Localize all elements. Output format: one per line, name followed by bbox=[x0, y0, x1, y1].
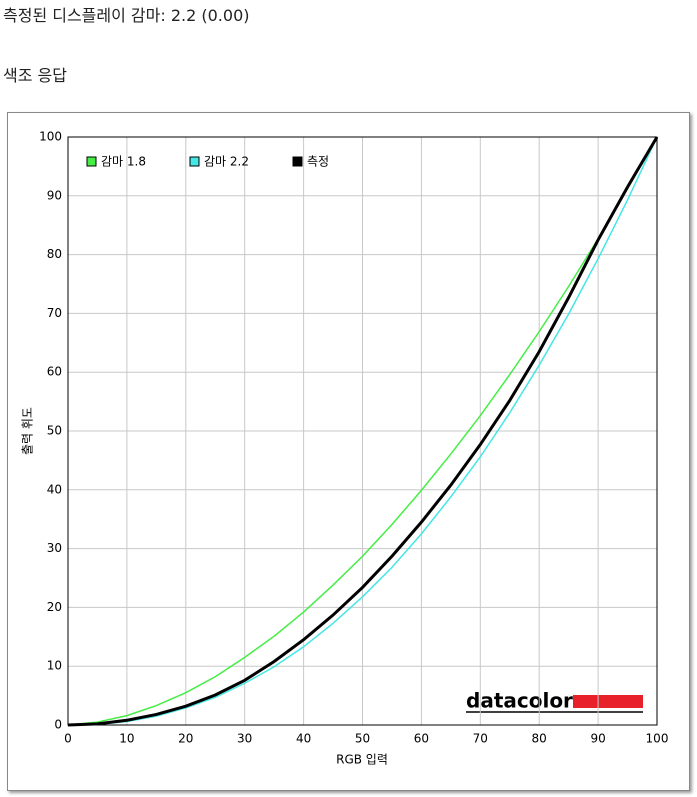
subheading: 색조 응답 bbox=[3, 66, 67, 85]
x-tick-label: 60 bbox=[414, 732, 429, 746]
series-line bbox=[67, 136, 658, 726]
legend-swatch bbox=[86, 156, 97, 167]
y-tick-label: 20 bbox=[47, 600, 62, 614]
y-tick-label: 0 bbox=[54, 718, 62, 732]
y-tick-label: 30 bbox=[47, 541, 62, 555]
legend-label: 감마 2.2 bbox=[204, 155, 249, 169]
x-tick-label: 20 bbox=[178, 732, 193, 746]
y-tick-label: 50 bbox=[47, 424, 62, 438]
y-tick-label: 90 bbox=[47, 188, 62, 202]
legend-swatch bbox=[189, 156, 200, 167]
x-axis-label: RGB 입력 bbox=[336, 753, 388, 767]
y-tick-label: 80 bbox=[47, 247, 62, 261]
chart-frame bbox=[7, 112, 690, 791]
x-tick-label: 40 bbox=[296, 732, 311, 746]
legend-swatch bbox=[292, 156, 303, 167]
y-tick-label: 70 bbox=[47, 306, 62, 320]
logo-bar bbox=[573, 695, 643, 708]
y-tick-label: 40 bbox=[47, 482, 62, 496]
x-tick-label: 0 bbox=[64, 732, 72, 746]
y-tick-label: 60 bbox=[47, 365, 62, 379]
y-tick-label: 100 bbox=[39, 130, 62, 144]
x-tick-label: 50 bbox=[355, 732, 370, 746]
x-tick-label: 100 bbox=[646, 732, 669, 746]
y-tick-label: 10 bbox=[47, 659, 62, 673]
legend-label: 감마 1.8 bbox=[101, 155, 146, 169]
x-tick-label: 10 bbox=[119, 732, 134, 746]
x-tick-label: 70 bbox=[473, 732, 488, 746]
plot-border bbox=[67, 136, 658, 726]
legend-label: 측정 bbox=[307, 155, 329, 169]
x-tick-label: 90 bbox=[590, 732, 605, 746]
heading: 측정된 디스플레이 감마: 2.2 (0.00) bbox=[3, 6, 250, 25]
y-axis-label: 출력 휘도 bbox=[21, 407, 35, 455]
series-line bbox=[67, 136, 659, 727]
logo: datacolor bbox=[466, 689, 573, 713]
x-tick-label: 30 bbox=[237, 732, 252, 746]
series-line bbox=[67, 136, 658, 726]
x-tick-label: 80 bbox=[532, 732, 547, 746]
